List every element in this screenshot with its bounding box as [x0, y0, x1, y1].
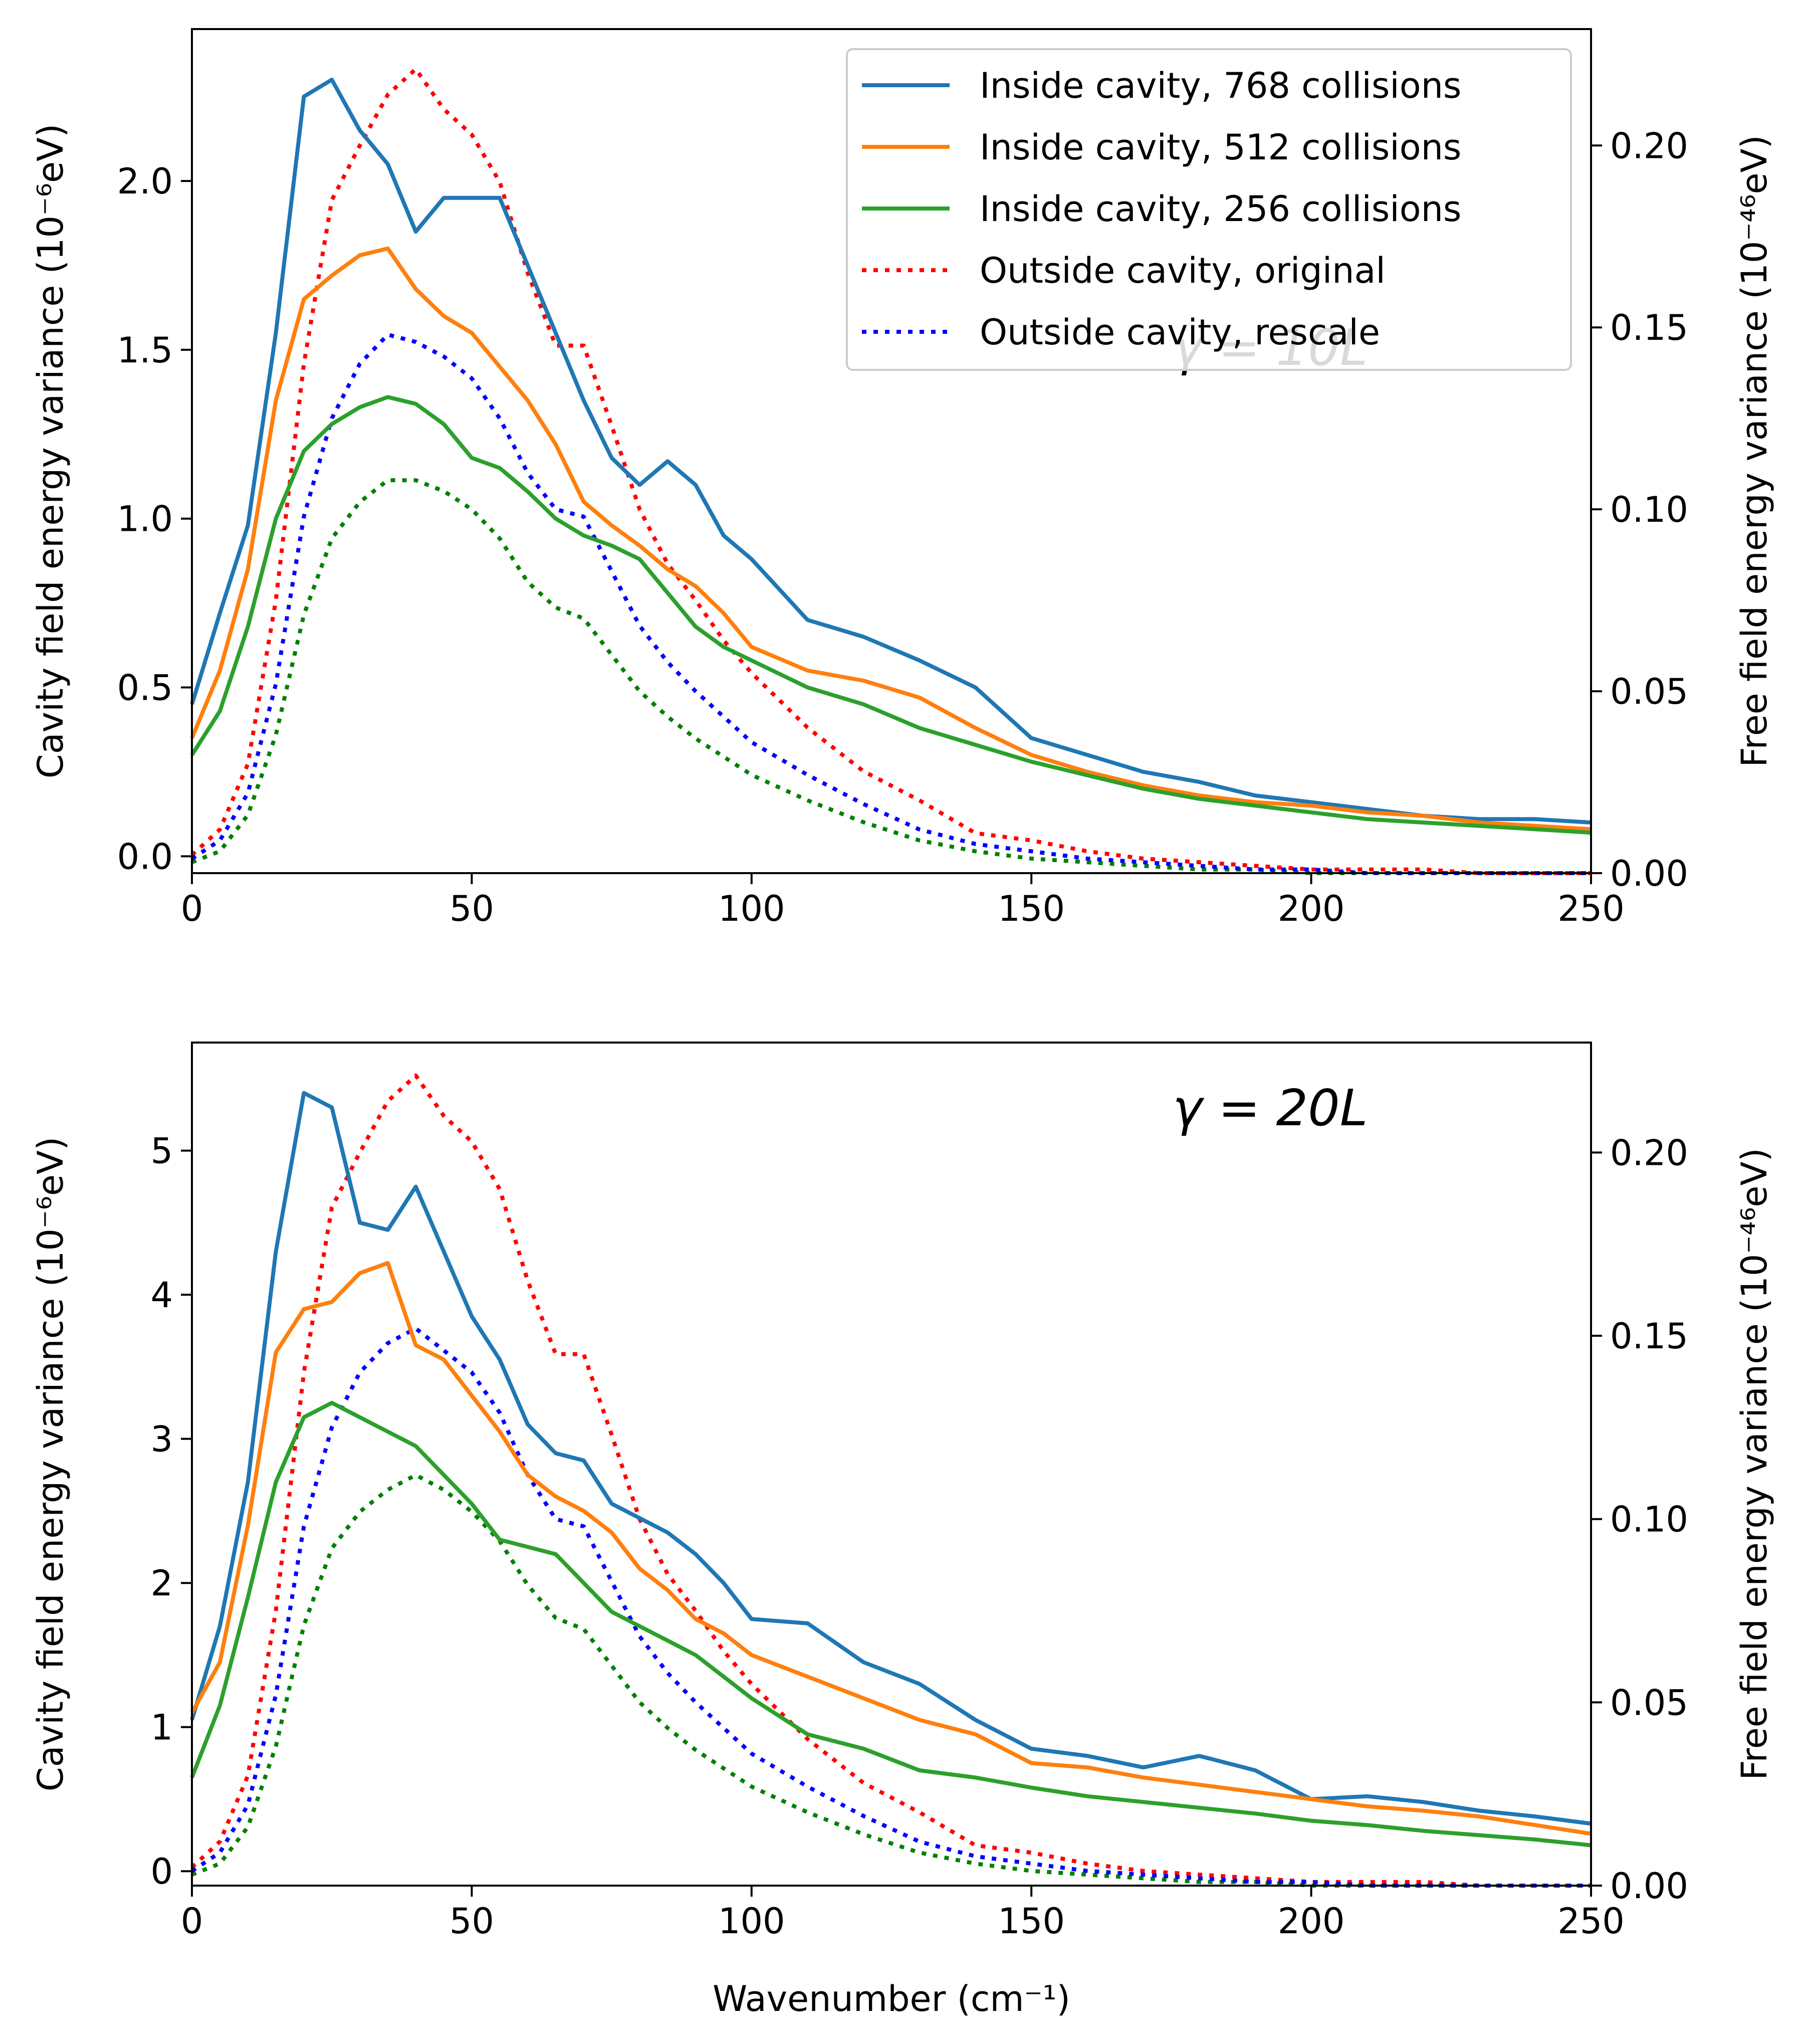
x-tick-label: 0 [181, 888, 203, 929]
y-right-tick-label: 0.00 [1610, 1866, 1688, 1907]
plot-frame [191, 1042, 1592, 1887]
series-solid-line-0 [190, 78, 1592, 825]
extra-series-line-0 [191, 478, 1591, 875]
y-left-tick-label: 1.5 [117, 330, 173, 371]
series-dotted-line-0 [190, 1073, 1591, 1888]
series-solid-line-1 [190, 246, 1592, 832]
y-left-tick-label: 0.0 [117, 836, 173, 877]
series-dotted-line-0 [190, 67, 1591, 875]
x-tick-label: 200 [1278, 888, 1345, 929]
y-right-tick-label: 0.00 [1610, 853, 1688, 894]
series-solid-line-2 [190, 395, 1592, 835]
y-right-tick-label: 0.05 [1610, 671, 1688, 712]
extra-series-line-0 [191, 1473, 1591, 1888]
x-tick-label: 200 [1278, 1901, 1345, 1942]
x-tick-label: 100 [718, 1901, 785, 1942]
y-right-tick-label: 0.05 [1610, 1682, 1688, 1723]
y-right-tick-label: 0.10 [1610, 489, 1688, 530]
y-left-tick-label: 0 [150, 1851, 173, 1892]
y-right-tick-label: 0.10 [1610, 1499, 1688, 1540]
y-left-tick-label: 2 [150, 1563, 173, 1604]
y-left-axis-label: Cavity field energy variance (10⁻⁶eV) [30, 1137, 71, 1791]
x-tick-label: 100 [718, 888, 785, 929]
legend-box [846, 48, 1572, 371]
x-tick-label: 250 [1557, 888, 1625, 929]
y-right-tick-label: 0.20 [1610, 125, 1688, 166]
series-dotted-line-1 [190, 1326, 1591, 1888]
legend-label: Outside cavity, rescale [980, 312, 1380, 353]
legend-label: Outside cavity, original [980, 250, 1386, 291]
y-left-tick-label: 0.5 [117, 668, 173, 709]
x-axis-label: Wavenumber (cm⁻¹) [713, 1978, 1070, 2019]
series-solid-line-1 [190, 1261, 1592, 1836]
y-left-tick-label: 1 [150, 1707, 173, 1748]
y-right-axis-label: Free field energy variance (10⁻⁴⁶eV) [1734, 1148, 1775, 1780]
x-tick-label: 150 [998, 1901, 1065, 1942]
y-right-tick-label: 0.20 [1610, 1132, 1688, 1173]
y-right-tick-label: 0.15 [1610, 1316, 1688, 1357]
y-left-tick-label: 1.0 [117, 499, 173, 540]
y-left-tick-label: 5 [150, 1131, 173, 1172]
x-tick-label: 0 [181, 1901, 203, 1942]
legend: Inside cavity, 768 collisions Inside cavi… [846, 48, 1572, 371]
y-right-axis-label: Free field energy variance (10⁻⁴⁶eV) [1734, 135, 1775, 767]
chart-panel-top: 0 50 100 150 200 250 0.0 0.5 1.0 1.5 2.0 0.00 0.05 0.… [30, 28, 1775, 929]
y-left-tick-label: 3 [150, 1419, 173, 1460]
x-tick-label: 50 [449, 888, 494, 929]
plot-frame [191, 28, 1592, 874]
legend-label: Inside cavity, 768 collisions [980, 65, 1461, 106]
x-tick-label: 150 [998, 888, 1065, 929]
x-tick-label: 50 [449, 1901, 494, 1942]
series-solid-line-0 [190, 1091, 1592, 1826]
chart-panel-bottom: 0 50 100 150 200 250 0 1 2 3 4 5 0.00 0.05 0.10 0.15 0.2… [30, 1042, 1775, 2019]
series-dotted-line-1 [190, 332, 1591, 875]
x-tick-label: 250 [1557, 1901, 1625, 1942]
y-left-tick-label: 2.0 [117, 161, 173, 202]
y-left-tick-label: 4 [150, 1275, 173, 1316]
y-left-axis-label: Cavity field energy variance (10⁻⁶eV) [30, 124, 71, 778]
y-right-tick-label: 0.15 [1610, 307, 1688, 348]
legend-label: Inside cavity, 512 collisions [980, 127, 1461, 168]
legend-label: Inside cavity, 256 collisions [980, 188, 1461, 230]
gamma-annotation: γ = 20L [1173, 1079, 1368, 1137]
series-solid-line-2 [190, 1400, 1592, 1848]
